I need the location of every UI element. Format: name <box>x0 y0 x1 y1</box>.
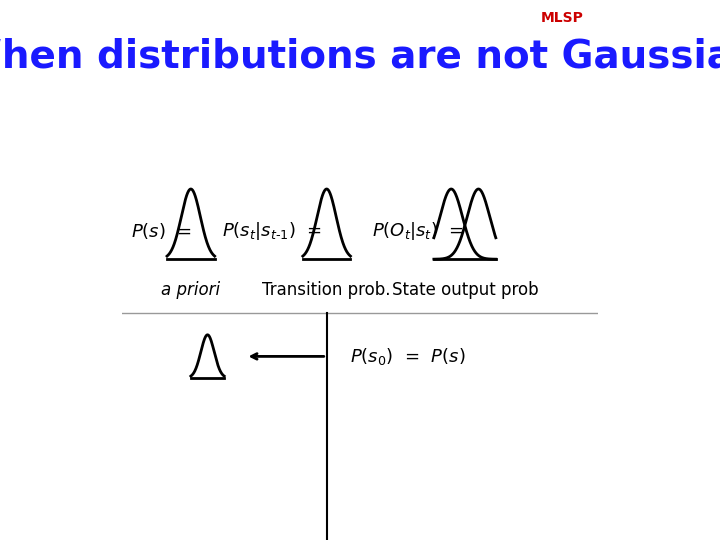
Text: MLSP: MLSP <box>541 11 584 25</box>
Text: Transition prob.: Transition prob. <box>262 281 391 299</box>
Text: When distributions are not Gaussian: When distributions are not Gaussian <box>0 38 720 76</box>
Text: $P(s)$  =: $P(s)$ = <box>131 221 192 241</box>
Text: $P(s_t|s_{t\text{-}1})$  =: $P(s_t|s_{t\text{-}1})$ = <box>222 220 322 242</box>
Text: State output prob: State output prob <box>392 281 538 299</box>
Text: $P(s_0)$  =  $P(s)$: $P(s_0)$ = $P(s)$ <box>351 346 466 367</box>
Text: a priori: a priori <box>161 281 220 299</box>
Text: $P(O_t|s_t)$  =: $P(O_t|s_t)$ = <box>372 220 464 242</box>
